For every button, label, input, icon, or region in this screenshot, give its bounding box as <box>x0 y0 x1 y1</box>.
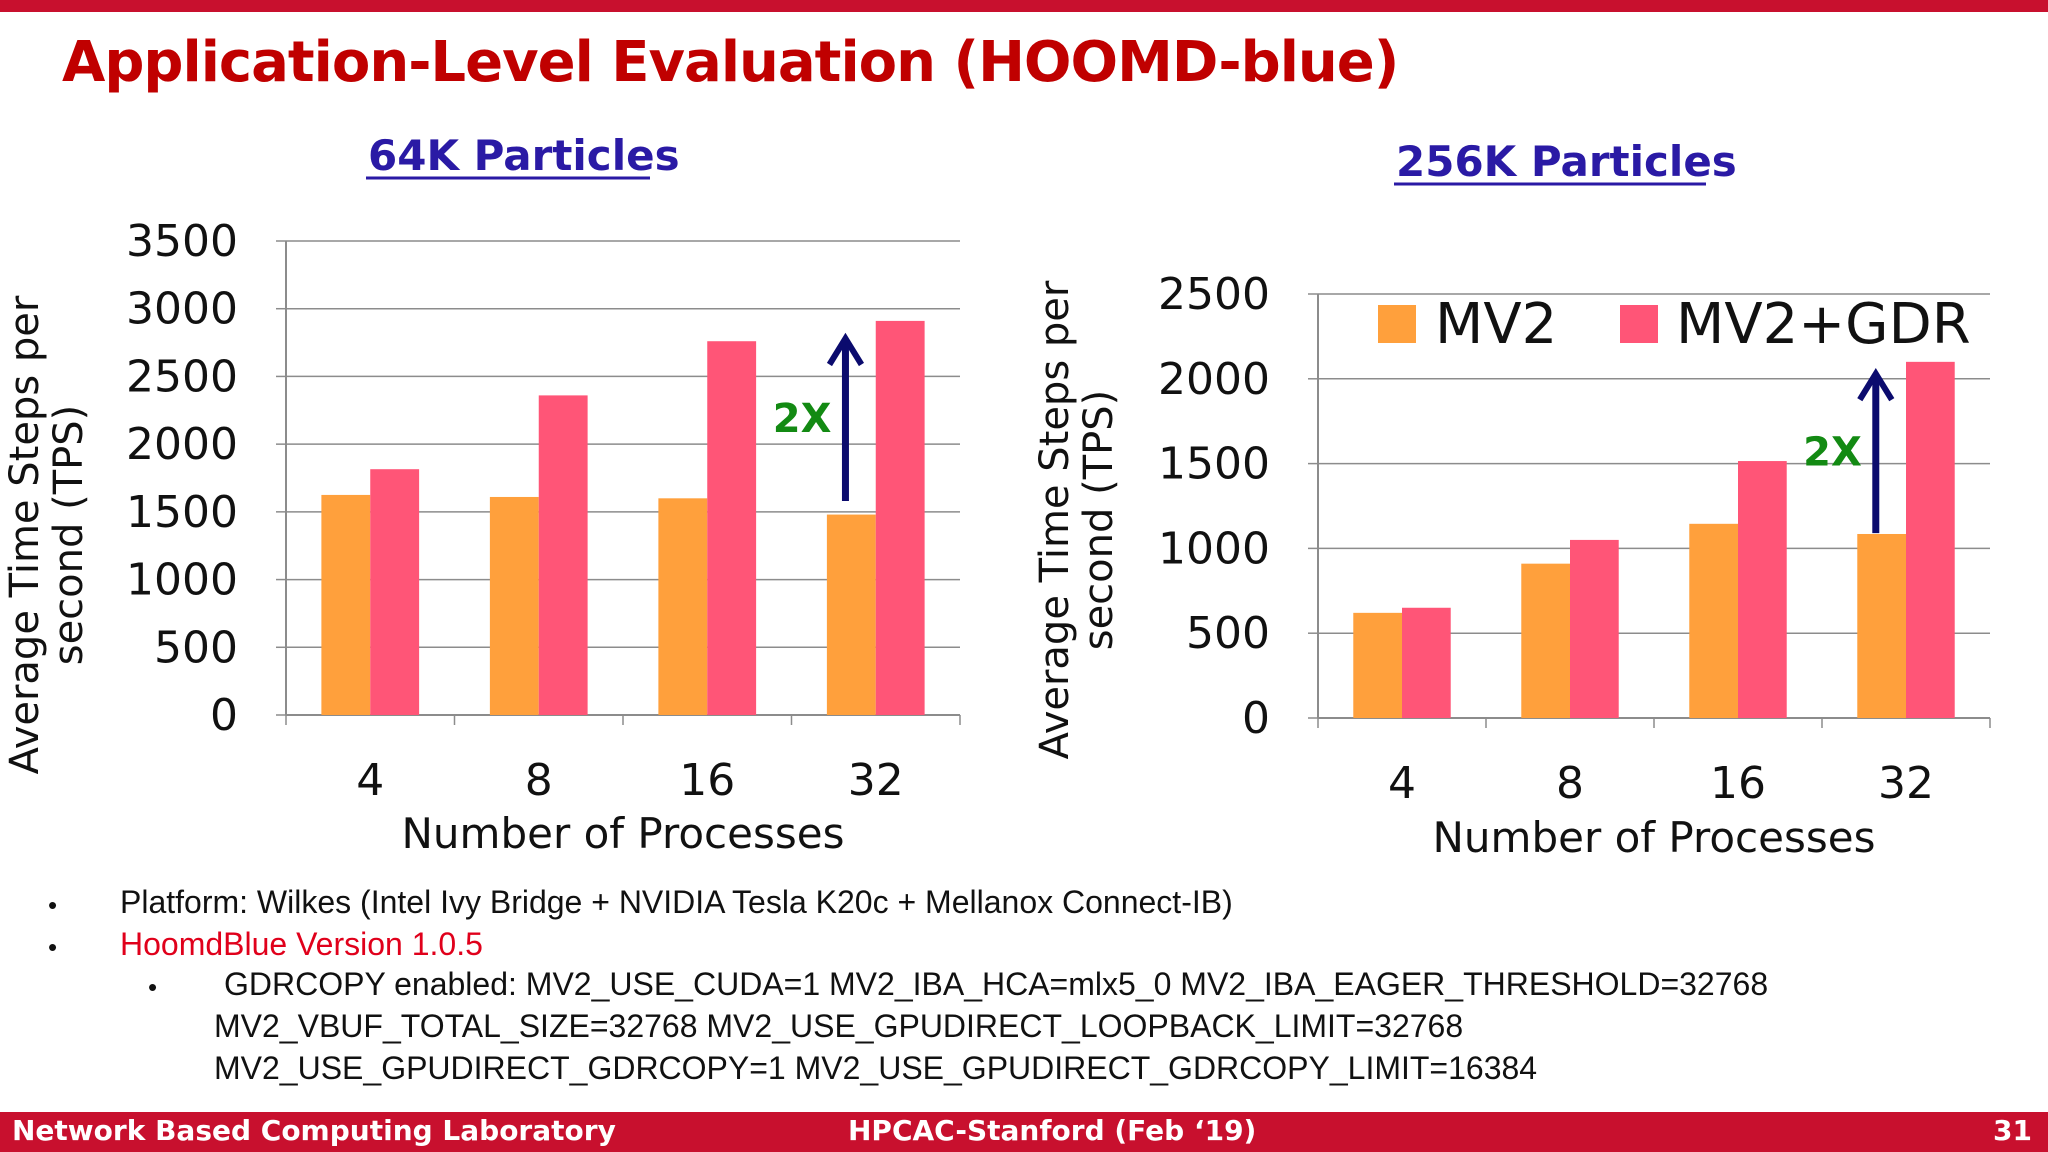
footer-bar: Network Based Computing Laboratory HPCAC… <box>0 1112 2048 1152</box>
y-axis-title-line-1: Average Time Steps per <box>1032 280 1078 759</box>
bar-mv2-8 <box>1521 563 1570 718</box>
bar-mv2-gdr-16 <box>1738 461 1787 718</box>
bar-mv2-gdr-8 <box>1570 539 1619 718</box>
bar-mv2-32 <box>826 514 876 715</box>
x-category-label: 32 <box>848 755 904 806</box>
y-axis-title-line-2: second (TPS) <box>46 405 92 666</box>
y-tick-label: 0 <box>1242 693 1270 744</box>
y-tick-label: 500 <box>1186 608 1270 659</box>
y-tick-label: 2500 <box>126 351 238 402</box>
chart-title: 256K Particles <box>1396 137 1737 186</box>
y-tick-label: 2500 <box>1158 269 1270 320</box>
bullet-marker: • <box>48 890 58 920</box>
footer-page-number: 31 <box>1993 1114 2032 1147</box>
gdrcopy-line-2: MV2_VBUF_TOTAL_SIZE=32768 MV2_USE_GPUDIR… <box>214 1008 1464 1044</box>
chart-title: 64K Particles <box>368 131 680 180</box>
annotation-arrow-head <box>826 332 865 367</box>
bar-mv2-16 <box>1689 523 1738 718</box>
bullet-marker: • <box>48 932 58 962</box>
bar-mv2-32 <box>1857 533 1906 718</box>
annotation-label: 2X <box>773 396 832 442</box>
footer-event: HPCAC-Stanford (Feb ‘19) <box>848 1114 1257 1147</box>
footer-lab-name: Network Based Computing Laboratory <box>12 1114 616 1147</box>
bar-mv2-gdr-16 <box>707 341 757 715</box>
y-tick-label: 3500 <box>126 216 238 267</box>
y-tick-label: 0 <box>210 690 238 741</box>
bar-mv2-gdr-4 <box>370 469 420 715</box>
bar-mv2-gdr-32 <box>1906 361 1955 718</box>
bar-mv2-4 <box>1353 612 1402 718</box>
bar-mv2-4 <box>321 494 371 715</box>
x-category-label: 8 <box>525 755 553 806</box>
bar-mv2-gdr-8 <box>538 395 588 715</box>
x-category-label: 32 <box>1878 758 1934 809</box>
version-note: HoomdBlue Version 1.0.5 <box>120 926 483 962</box>
x-axis-title: Number of Processes <box>1433 813 1876 862</box>
x-category-label: 8 <box>1556 758 1584 809</box>
x-category-label: 16 <box>679 755 735 806</box>
gdrcopy-line-3: MV2_USE_GPUDIRECT_GDRCOPY=1 MV2_USE_GPUD… <box>214 1050 1538 1086</box>
annotation-label: 2X <box>1803 429 1862 475</box>
annotation-arrow-head <box>1857 367 1895 402</box>
y-tick-label: 2000 <box>126 419 238 470</box>
y-tick-label: 1000 <box>1158 523 1270 574</box>
y-axis-title-line-2: second (TPS) <box>1076 390 1122 651</box>
y-tick-label: 1000 <box>126 555 238 606</box>
bar-mv2-16 <box>658 498 708 715</box>
gdrcopy-line-1: GDRCOPY enabled: MV2_USE_CUDA=1 MV2_IBA_… <box>224 966 1769 1002</box>
y-tick-label: 1500 <box>126 487 238 538</box>
y-tick-label: 2000 <box>1158 354 1270 405</box>
legend-label-1: MV2 <box>1435 292 1557 357</box>
slide-title: Application-Level Evaluation (HOOMD-blue… <box>62 30 1399 95</box>
charts-canvas: 64K Particles 0 500 1000 1500 2000 2500 3000 350… <box>2 131 1991 862</box>
y-tick-label: 500 <box>154 622 238 673</box>
legend-swatch-1 <box>1378 305 1416 343</box>
top-accent-bar <box>0 0 2048 12</box>
x-category-label: 16 <box>1710 758 1766 809</box>
bar-mv2-gdr-4 <box>1402 607 1451 718</box>
x-category-label: 4 <box>1388 758 1416 809</box>
bar-mv2-8 <box>489 496 539 715</box>
bar-mv2-gdr-32 <box>875 320 925 715</box>
legend-swatch-2 <box>1620 305 1658 343</box>
legend-label-2: MV2+GDR <box>1676 292 1971 357</box>
y-axis-title-line-1: Average Time Steps per <box>2 295 48 774</box>
x-category-label: 4 <box>356 755 384 806</box>
y-tick-label: 3000 <box>126 284 238 335</box>
platform-note: Platform: Wilkes (Intel Ivy Bridge + NVI… <box>120 884 1233 920</box>
x-axis-title: Number of Processes <box>402 809 845 858</box>
sub-bullet-marker: • <box>148 972 158 1002</box>
y-tick-label: 1500 <box>1158 439 1270 490</box>
